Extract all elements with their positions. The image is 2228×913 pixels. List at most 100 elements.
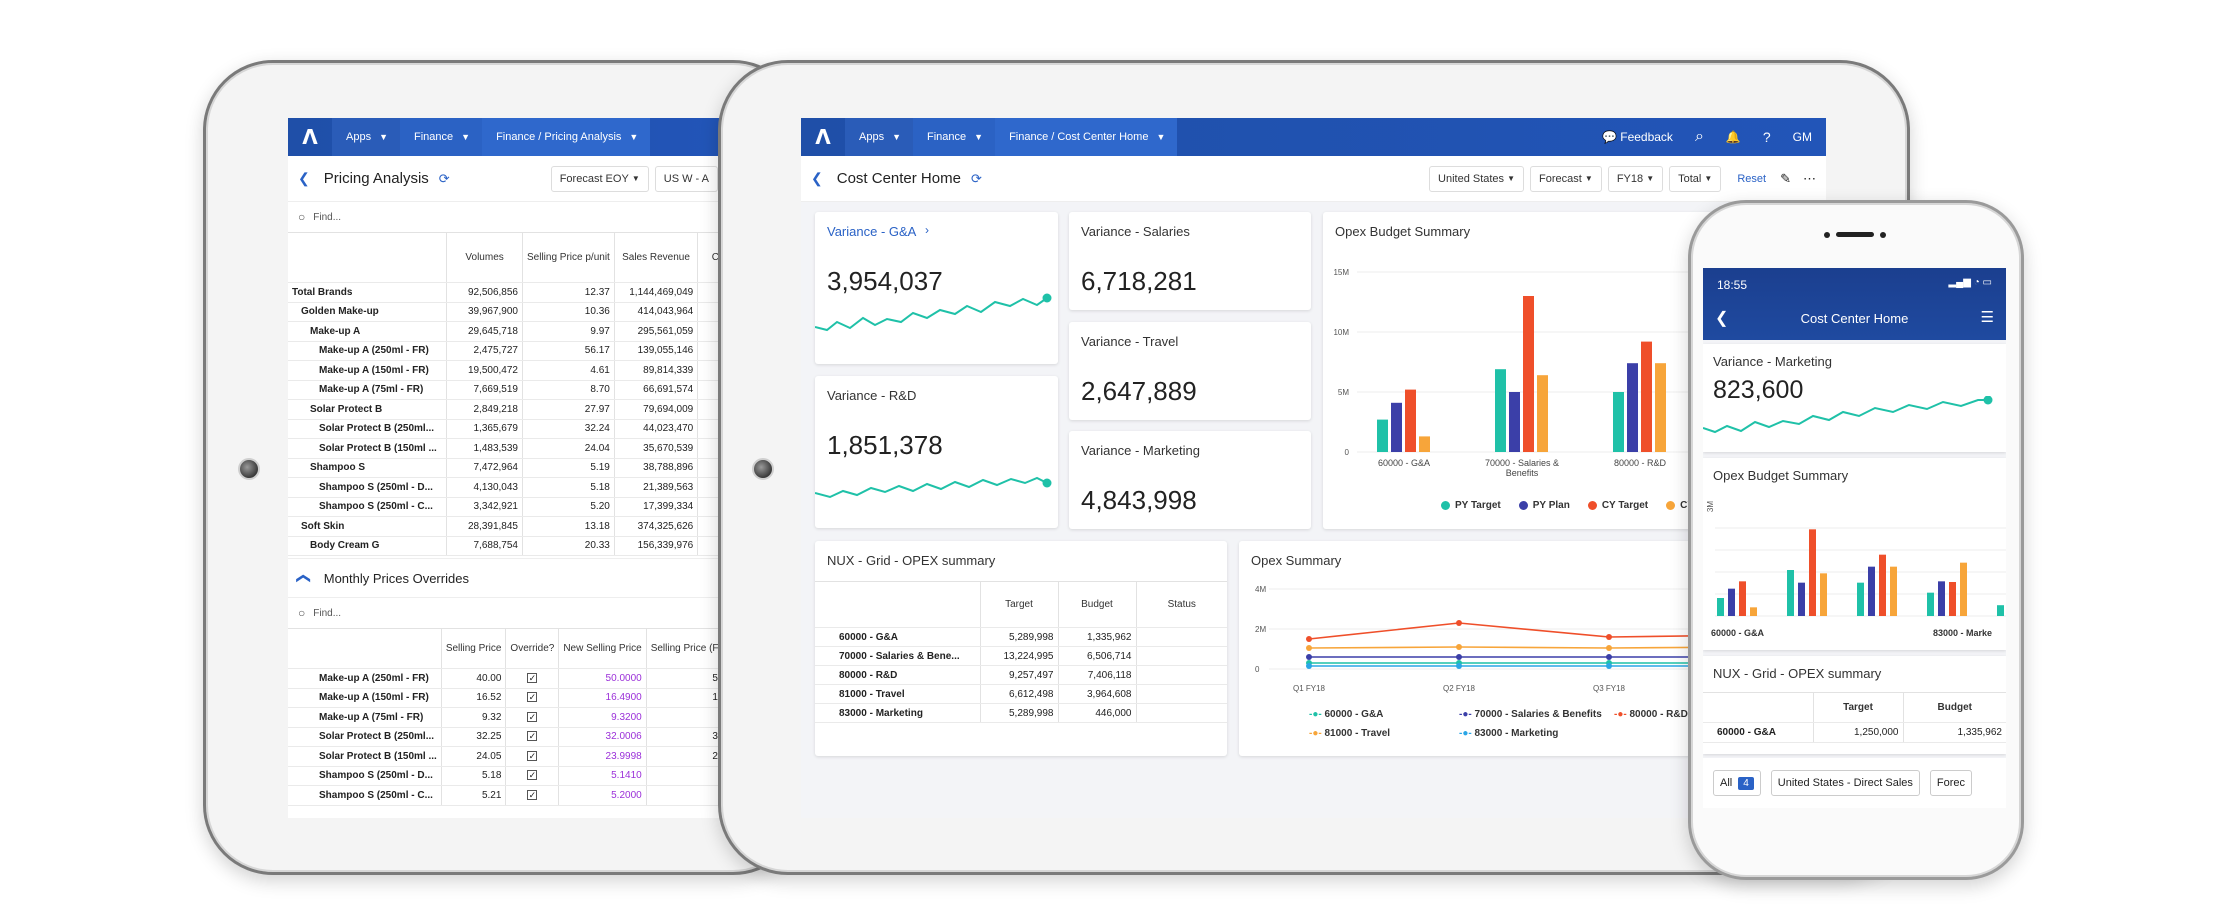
legend-item[interactable]: -●- 60000 - G&A <box>1309 705 1459 724</box>
cell-value[interactable]: 17,399,334 <box>613 497 698 517</box>
table-row[interactable]: Make-up A (75ml - FR) 7,669,519 8.70 66,691… <box>288 380 728 400</box>
nav-page-path[interactable]: Finance / Cost Center Home ▼ <box>995 118 1178 156</box>
kpi-card-travel[interactable]: Variance - Travel 2,647,889 <box>1069 322 1311 420</box>
cell-value[interactable]: 1,483,539 <box>446 438 523 459</box>
table-row[interactable]: Shampoo S (250ml - D...5.18 ✓ 5.14105.14 <box>288 766 728 786</box>
cell-value[interactable]: 3,342,921 <box>446 497 523 517</box>
nav-apps[interactable]: Apps ▼ <box>332 118 400 156</box>
cell-value[interactable]: 16.49 <box>645 688 728 708</box>
cell-value[interactable]: 9.97 <box>522 321 615 342</box>
kpi-card-ga[interactable]: Variance - G&A › 3,954,037 <box>815 212 1058 364</box>
cell-value[interactable]: 32.24 <box>522 419 615 439</box>
cell-value[interactable]: 414,043,964 <box>613 302 698 322</box>
back-arrow-icon[interactable]: ❮ <box>298 170 310 186</box>
table-row[interactable]: Make-up A (150ml - FR)16.52 ✓ 16.490016.49 <box>288 688 728 708</box>
table-row[interactable]: 70000 - Salaries & Bene... 13,224,995 6,50… <box>815 646 1227 666</box>
legend-item[interactable]: -●- 81000 - Travel <box>1309 724 1459 743</box>
chip-region[interactable]: United States - Direct Sales <box>1770 770 1920 796</box>
legend-item[interactable]: -●- 83000 - Marketing <box>1459 724 1558 743</box>
cell-value[interactable] <box>1135 646 1227 666</box>
override-cell[interactable]: ✓ <box>505 785 559 806</box>
section-header[interactable]: ❮ Monthly Prices Overrides <box>288 558 728 598</box>
cell-value[interactable]: 66,691,574 <box>613 380 698 400</box>
cell-value[interactable]: 4.61 <box>522 360 615 381</box>
cell-value[interactable]: 29,645,718 <box>446 321 523 342</box>
cell-value[interactable]: 39,967,900 <box>446 302 523 322</box>
cell-value[interactable]: 21,389,563 <box>613 477 698 498</box>
kpi-card-marketing[interactable]: Variance - Marketing 4,843,998 <box>1069 431 1311 529</box>
table-row[interactable]: Soft Skin 28,391,845 13.18 374,325,626 <box>288 516 728 537</box>
hamburger-menu-icon[interactable]: ☰ <box>1980 309 1994 326</box>
cell-value[interactable]: 32.0006 <box>558 727 647 747</box>
legend-item[interactable]: PY Plan <box>1518 500 1570 511</box>
cell-value[interactable]: 5.21 <box>440 785 506 806</box>
kpi-title[interactable]: Variance - G&A <box>827 224 917 239</box>
cell-value[interactable]: 32.25 <box>440 727 506 747</box>
help-icon[interactable]: ? <box>1762 129 1771 145</box>
table-row[interactable]: 83000 - Marketing 5,289,998 446,000 <box>815 703 1227 723</box>
refresh-icon[interactable]: ⟳ <box>970 170 982 186</box>
find-box-2[interactable]: ○ Find... <box>288 598 728 628</box>
table-row[interactable]: Make-up A (75ml - FR)9.32✓9.32009.32 <box>288 707 728 728</box>
legend-item[interactable]: PY Target <box>1441 500 1501 511</box>
checkbox-icon[interactable]: ✓ <box>527 711 538 722</box>
checkbox-icon[interactable]: ✓ <box>527 750 538 761</box>
cell-value[interactable]: 92,506,856 <box>446 282 523 303</box>
cell-value[interactable] <box>1135 665 1227 685</box>
table-row[interactable]: Make-up A 29,645,718 9.97 295,561,059 <box>288 321 728 342</box>
nav-page-path[interactable]: Finance / Pricing Analysis ▼ <box>482 118 651 156</box>
table-row[interactable]: 81000 - Travel 6,612,498 3,964,608 <box>815 684 1227 704</box>
cell-value[interactable]: 9,257,497 <box>979 665 1058 685</box>
filter-region[interactable]: US W - A <box>654 165 718 192</box>
cell-value[interactable]: 32.00 <box>645 727 728 747</box>
cell-value[interactable]: 24.04 <box>522 438 615 459</box>
filter-version[interactable]: Forecast ▼ <box>1530 165 1602 192</box>
cell-value[interactable]: 1,335,962 <box>1902 722 2006 743</box>
more-icon[interactable]: ⋯ <box>1803 170 1816 186</box>
user-avatar[interactable]: GM <box>1792 130 1812 144</box>
cell-value[interactable]: 24.05 <box>440 746 506 767</box>
table-row[interactable]: Solar Protect B (250ml...32.25 ✓ 32.000632… <box>288 727 728 747</box>
table-row[interactable]: Shampoo S (250ml - C...5.21 ✓ 5.20005.20 <box>288 785 728 806</box>
cell-value[interactable]: 5,289,998 <box>979 627 1058 647</box>
table-row[interactable]: Body Cream G 7,688,754 20.33 156,339,976 <box>288 536 728 556</box>
cell-value[interactable]: 3,964,608 <box>1057 684 1136 704</box>
cell-value[interactable]: 23.9998 <box>558 746 647 767</box>
cell-value[interactable]: 24.00 <box>645 746 728 767</box>
checkbox-icon[interactable]: ✓ <box>527 789 538 800</box>
checkbox-icon[interactable]: ✓ <box>527 692 538 703</box>
search-icon[interactable]: ⌕ <box>1694 128 1704 145</box>
kpi-card-rd[interactable]: Variance - R&D 1,851,378 <box>815 376 1058 528</box>
override-cell[interactable]: ✓ <box>505 766 559 786</box>
cell-value[interactable] <box>1135 684 1227 704</box>
cell-value[interactable]: 7,406,118 <box>1057 665 1136 685</box>
override-cell[interactable]: ✓ <box>505 746 559 767</box>
bell-icon[interactable]: 🔔 <box>1725 130 1741 144</box>
cell-value[interactable]: 446,000 <box>1057 703 1136 723</box>
filter-country[interactable]: United States ▼ <box>1429 165 1525 192</box>
table-row[interactable]: Shampoo S (250ml - C... 3,342,921 5.20 17,3… <box>288 497 728 517</box>
cell-value[interactable]: 9.3200 <box>558 707 647 728</box>
edit-pencil-icon[interactable]: ✎ <box>1780 170 1791 186</box>
filter-total[interactable]: Total ▼ <box>1669 165 1722 192</box>
legend-item[interactable]: -●- 70000 - Salaries & Benefits <box>1459 705 1614 724</box>
cell-value[interactable]: 8.70 <box>522 380 615 400</box>
cell-value[interactable]: 50.0000 <box>558 668 647 689</box>
table-row[interactable]: Golden Make-up 39,967,900 10.36 414,043,964 <box>288 302 728 322</box>
cell-value[interactable]: 5.18 <box>522 477 615 498</box>
cell-value[interactable]: 374,325,626 <box>613 516 698 537</box>
nav-apps[interactable]: Apps ▼ <box>845 118 913 156</box>
back-arrow-icon[interactable]: ❮ <box>811 170 823 186</box>
table-row[interactable]: Shampoo S 7,472,964 5.19 38,788,896 <box>288 458 728 478</box>
cell-value[interactable]: 295,561,059 <box>613 321 698 342</box>
chip-forecast[interactable]: Forec <box>1929 770 1973 796</box>
checkbox-icon[interactable]: ✓ <box>527 672 538 683</box>
table-row[interactable]: Make-up A (150ml - FR) 19,500,472 4.61 89,8… <box>288 360 728 381</box>
cell-value[interactable]: 1,250,000 <box>1812 722 1903 743</box>
cell-value[interactable]: 6,612,498 <box>979 684 1058 704</box>
cell-value[interactable]: 5.1410 <box>558 766 647 786</box>
chip-all[interactable]: All 4 <box>1713 770 1761 796</box>
cell-value[interactable]: 12.37 <box>522 282 615 303</box>
cell-value[interactable]: 79,694,009 <box>613 399 698 420</box>
table-row[interactable]: Make-up A (250ml - FR) 2,475,727 56.17 139,… <box>288 341 728 361</box>
